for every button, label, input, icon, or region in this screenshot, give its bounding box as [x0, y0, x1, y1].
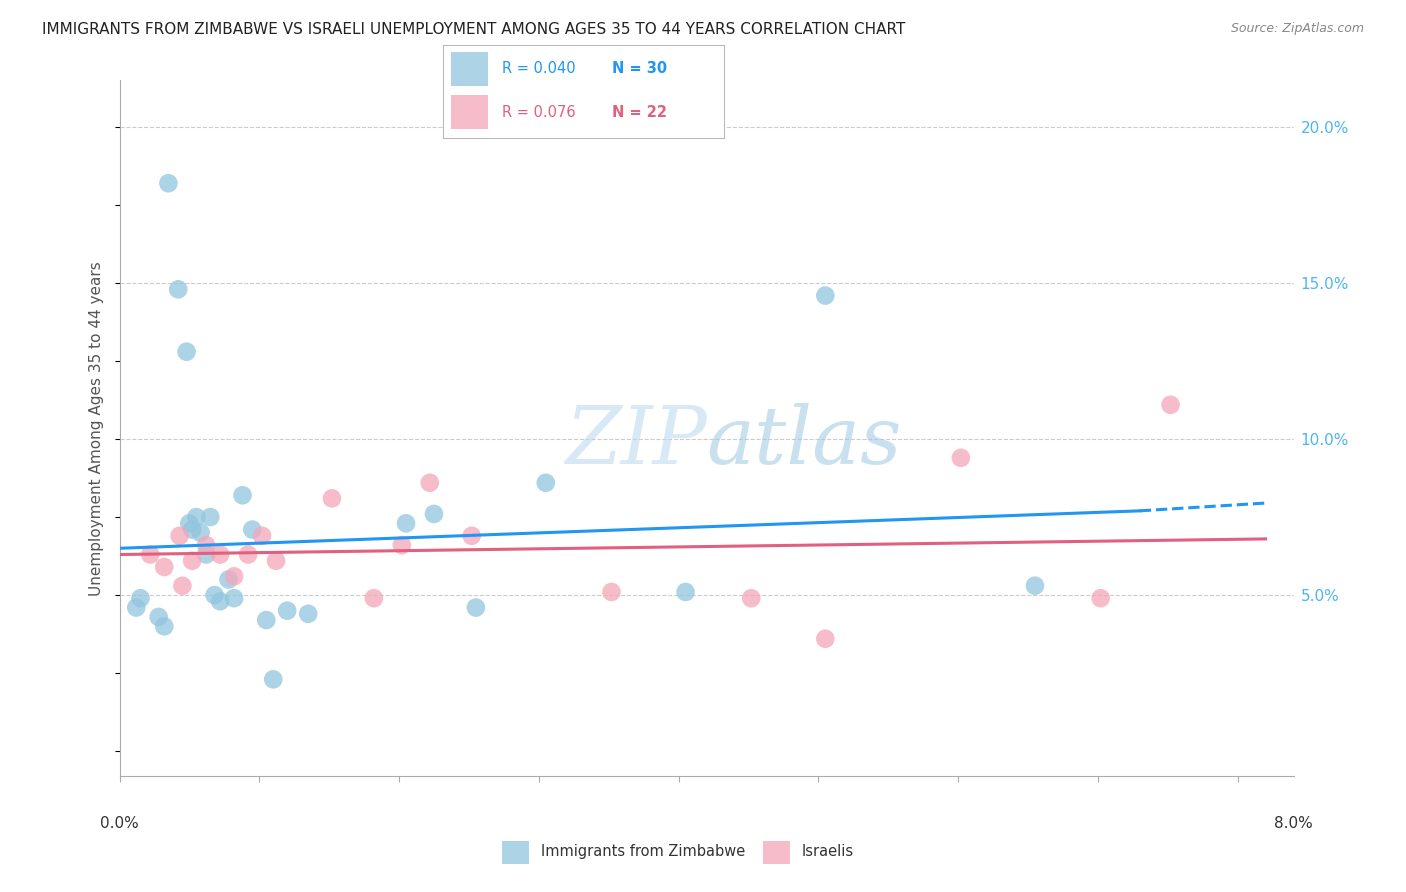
Point	[276, 604, 298, 618]
Point	[181, 554, 204, 568]
Point	[1090, 591, 1112, 606]
Point	[172, 579, 194, 593]
Point	[250, 529, 273, 543]
Point	[218, 573, 240, 587]
Point	[224, 569, 246, 583]
Point	[204, 588, 226, 602]
Point	[297, 607, 319, 621]
Point	[363, 591, 385, 606]
Text: IMMIGRANTS FROM ZIMBABWE VS ISRAELI UNEMPLOYMENT AMONG AGES 35 TO 44 YEARS CORRE: IMMIGRANTS FROM ZIMBABWE VS ISRAELI UNEM…	[42, 22, 905, 37]
Point	[125, 600, 148, 615]
Point	[195, 548, 218, 562]
Point	[200, 510, 222, 524]
Point	[423, 507, 446, 521]
Point	[1024, 579, 1046, 593]
Text: 8.0%: 8.0%	[1274, 816, 1313, 831]
Bar	[502, 841, 529, 864]
Point	[395, 516, 418, 531]
Point	[949, 450, 972, 465]
Point	[167, 282, 190, 296]
Point	[391, 538, 413, 552]
Point	[176, 344, 198, 359]
Text: atlas: atlas	[707, 403, 901, 481]
Point	[153, 619, 176, 633]
Point	[169, 529, 191, 543]
Text: N = 22: N = 22	[612, 104, 666, 120]
Point	[321, 491, 343, 506]
Point	[814, 632, 837, 646]
Point	[600, 585, 623, 599]
Point	[262, 673, 284, 687]
Point	[195, 538, 218, 552]
Point	[240, 523, 263, 537]
Text: R = 0.040: R = 0.040	[502, 62, 575, 77]
Point	[254, 613, 277, 627]
Point	[675, 585, 697, 599]
Bar	[451, 95, 488, 129]
Bar	[762, 841, 790, 864]
Point	[236, 548, 259, 562]
Y-axis label: Unemployment Among Ages 35 to 44 years: Unemployment Among Ages 35 to 44 years	[89, 260, 104, 596]
Text: R = 0.076: R = 0.076	[502, 104, 575, 120]
Text: 0.0%: 0.0%	[100, 816, 139, 831]
Text: ZIP: ZIP	[565, 403, 707, 481]
Point	[1160, 398, 1182, 412]
Point	[181, 523, 204, 537]
Point	[231, 488, 253, 502]
Point	[186, 510, 208, 524]
Text: Source: ZipAtlas.com: Source: ZipAtlas.com	[1230, 22, 1364, 36]
Point	[534, 475, 557, 490]
Text: Israelis: Israelis	[801, 845, 855, 859]
Point	[157, 176, 180, 190]
Point	[190, 525, 212, 540]
Point	[464, 600, 486, 615]
Point	[224, 591, 246, 606]
Point	[460, 529, 484, 543]
Point	[209, 594, 232, 608]
Bar	[451, 52, 488, 86]
Point	[740, 591, 762, 606]
Point	[419, 475, 441, 490]
Point	[148, 610, 170, 624]
Point	[814, 288, 837, 302]
Point	[153, 560, 176, 574]
Point	[179, 516, 201, 531]
Point	[264, 554, 287, 568]
Point	[129, 591, 152, 606]
Point	[139, 548, 162, 562]
Text: Immigrants from Zimbabwe: Immigrants from Zimbabwe	[541, 845, 745, 859]
Point	[209, 548, 232, 562]
Text: N = 30: N = 30	[612, 62, 666, 77]
